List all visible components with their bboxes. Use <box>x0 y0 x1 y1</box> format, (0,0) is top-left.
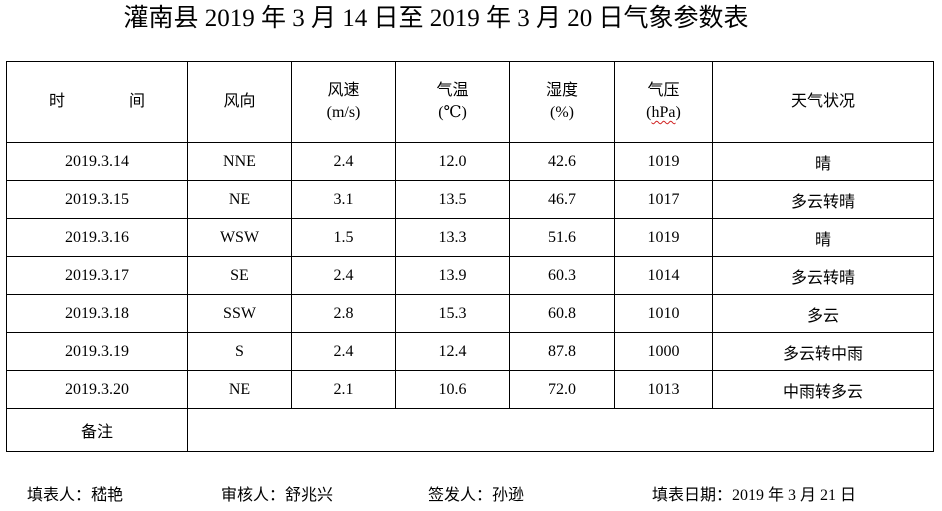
cell-pressure: 1017 <box>614 180 713 219</box>
header-humidity-unit: (%) <box>550 104 574 121</box>
cell-wind-speed: 2.8 <box>291 294 396 333</box>
cell-date: 2019.3.20 <box>6 370 188 409</box>
header-time: 时 间 <box>6 61 188 143</box>
footer-reviewer: 审核人：舒兆兴 <box>221 487 334 504</box>
signature-footer: 填表人：嵇艳 审核人：舒兆兴 签发人：孙逊 填表日期：2019 年 3 月 21… <box>0 484 942 508</box>
cell-temperature: 13.5 <box>395 180 510 219</box>
cell-weather: 多云转中雨 <box>712 332 934 371</box>
remarks-value <box>187 408 934 452</box>
cell-wind-direction: SE <box>187 256 292 295</box>
cell-humidity: 46.7 <box>509 180 615 219</box>
cell-wind-direction: NE <box>187 370 292 409</box>
cell-wind-speed: 1.5 <box>291 218 396 257</box>
cell-humidity: 87.8 <box>509 332 615 371</box>
table-row: 2019.3.14 NNE 2.4 12.0 42.6 1019 晴 <box>6 142 934 181</box>
header-pressure-unit: (hPa) <box>646 104 681 121</box>
remarks-label: 备注 <box>6 408 188 452</box>
cell-date: 2019.3.15 <box>6 180 188 219</box>
cell-pressure: 1014 <box>614 256 713 295</box>
cell-temperature: 12.0 <box>395 142 510 181</box>
cell-weather: 多云转晴 <box>712 256 934 295</box>
table-row: 2019.3.19 S 2.4 12.4 87.8 1000 多云转中雨 <box>6 332 934 371</box>
table-row: 2019.3.18 SSW 2.8 15.3 60.8 1010 多云 <box>6 294 934 333</box>
header-pressure: 气压 (hPa) <box>614 61 713 143</box>
cell-humidity: 42.6 <box>509 142 615 181</box>
cell-wind-speed: 3.1 <box>291 180 396 219</box>
weather-parameter-table: 时 间 风向 风速 (m/s) 气温 (℃) 湿度 (%) 气压 (hPa) 天… <box>6 61 934 452</box>
header-pressure-label: 气压 <box>647 82 680 99</box>
cell-wind-direction: WSW <box>187 218 292 257</box>
header-temperature: 气温 (℃) <box>395 61 510 143</box>
cell-temperature: 10.6 <box>395 370 510 409</box>
cell-pressure: 1019 <box>614 218 713 257</box>
cell-weather: 多云转晴 <box>712 180 934 219</box>
cell-wind-direction: NNE <box>187 142 292 181</box>
header-temperature-unit: (℃) <box>438 104 467 121</box>
cell-humidity: 60.3 <box>509 256 615 295</box>
cell-date: 2019.3.18 <box>6 294 188 333</box>
header-humidity-label: 湿度 <box>545 82 578 99</box>
header-wind-speed-label: 风速 <box>327 82 360 99</box>
table-row: 2019.3.16 WSW 1.5 13.3 51.6 1019 晴 <box>6 218 934 257</box>
header-wind-speed-unit: (m/s) <box>326 104 361 121</box>
header-temperature-label: 气温 <box>436 82 469 99</box>
cell-pressure: 1019 <box>614 142 713 181</box>
cell-temperature: 15.3 <box>395 294 510 333</box>
cell-date: 2019.3.16 <box>6 218 188 257</box>
cell-temperature: 12.4 <box>395 332 510 371</box>
cell-weather: 中雨转多云 <box>712 370 934 409</box>
cell-weather: 晴 <box>712 218 934 257</box>
header-humidity: 湿度 (%) <box>509 61 615 143</box>
cell-humidity: 72.0 <box>509 370 615 409</box>
cell-wind-speed: 2.4 <box>291 332 396 371</box>
footer-issuer: 签发人：孙逊 <box>428 487 525 504</box>
table-row: 2019.3.20 NE 2.1 10.6 72.0 1013 中雨转多云 <box>6 370 934 409</box>
cell-weather: 多云 <box>712 294 934 333</box>
page-title: 灌南县 2019 年 3 月 14 日至 2019 年 3 月 20 日气象参数… <box>123 5 749 32</box>
cell-temperature: 13.9 <box>395 256 510 295</box>
cell-wind-direction: SSW <box>187 294 292 333</box>
table-row: 2019.3.15 NE 3.1 13.5 46.7 1017 多云转晴 <box>6 180 934 219</box>
cell-wind-direction: NE <box>187 180 292 219</box>
cell-pressure: 1000 <box>614 332 713 371</box>
footer-fill-date: 填表日期：2019 年 3 月 21 日 <box>652 487 857 504</box>
header-wind-direction: 风向 <box>187 61 292 143</box>
spellcheck-underline: hPa <box>651 104 676 121</box>
cell-pressure: 1013 <box>614 370 713 409</box>
cell-wind-speed: 2.1 <box>291 370 396 409</box>
remarks-row: 备注 <box>6 408 934 452</box>
footer-filler: 填表人：嵇艳 <box>27 487 124 504</box>
cell-pressure: 1010 <box>614 294 713 333</box>
header-wind-speed: 风速 (m/s) <box>291 61 396 143</box>
cell-date: 2019.3.19 <box>6 332 188 371</box>
cell-wind-speed: 2.4 <box>291 142 396 181</box>
header-weather: 天气状况 <box>712 61 934 143</box>
cell-weather: 晴 <box>712 142 934 181</box>
cell-temperature: 13.3 <box>395 218 510 257</box>
cell-humidity: 51.6 <box>509 218 615 257</box>
cell-humidity: 60.8 <box>509 294 615 333</box>
cell-wind-speed: 2.4 <box>291 256 396 295</box>
table-row: 2019.3.17 SE 2.4 13.9 60.3 1014 多云转晴 <box>6 256 934 295</box>
cell-date: 2019.3.14 <box>6 142 188 181</box>
cell-wind-direction: S <box>187 332 292 371</box>
cell-date: 2019.3.17 <box>6 256 188 295</box>
header-row: 时 间 风向 风速 (m/s) 气温 (℃) 湿度 (%) 气压 (hPa) 天… <box>6 61 934 143</box>
